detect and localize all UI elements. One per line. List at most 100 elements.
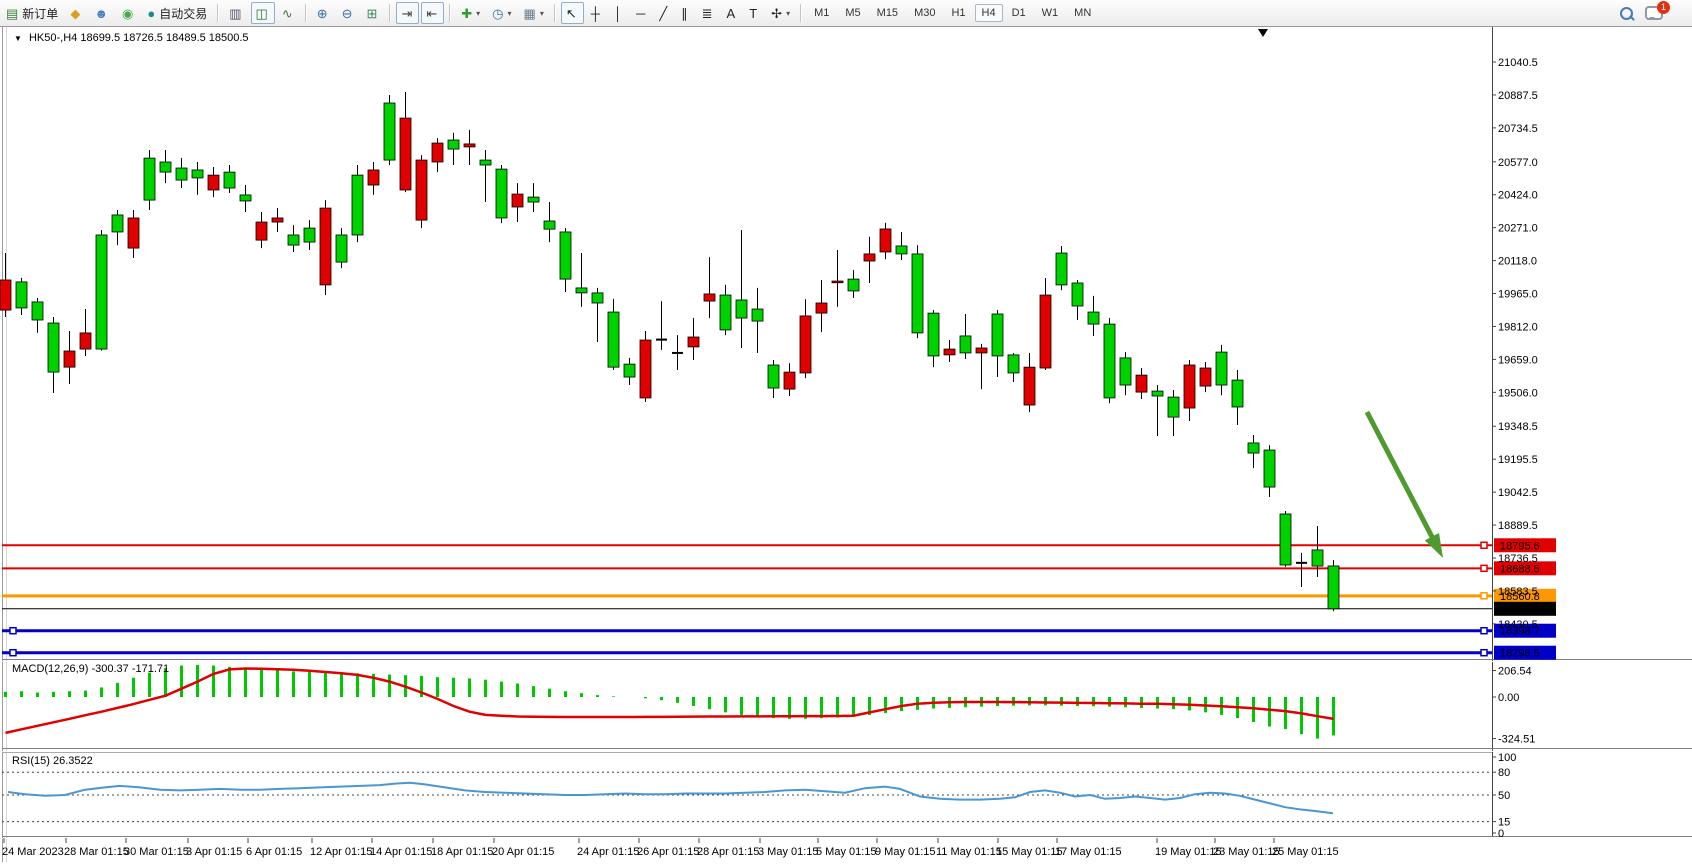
timeframe-m30[interactable]: M30 xyxy=(914,7,936,19)
level-handle xyxy=(1480,626,1488,635)
candle-body xyxy=(623,363,636,378)
date-tick-label: 24 Apr 01:15 xyxy=(577,846,639,858)
vertical-line-icon: │ xyxy=(613,5,623,21)
candle-body xyxy=(223,171,236,189)
timeframe-m5[interactable]: M5 xyxy=(845,7,861,19)
chart-shift-button[interactable]: ⇤ xyxy=(421,2,445,24)
tile-windows-button[interactable]: ⊞ xyxy=(362,2,385,24)
candle-body xyxy=(943,348,956,356)
macd-tick-label: -324.51 xyxy=(1498,734,1535,746)
zoom-out-icon: ⊖ xyxy=(341,5,353,21)
candle-body xyxy=(1215,351,1228,386)
auto-scroll-button[interactable]: ⇥ xyxy=(396,2,420,24)
candle-body xyxy=(1263,449,1276,488)
candle-body xyxy=(639,339,652,399)
candle-body xyxy=(767,364,780,389)
equidistant-channel-button[interactable]: ∥ xyxy=(676,2,695,24)
price-tick-label: 19042.5 xyxy=(1498,487,1538,499)
crosshair-button[interactable]: ┼ xyxy=(586,2,607,24)
candle-body xyxy=(1119,357,1132,386)
trendline-icon: ╱ xyxy=(659,5,668,21)
fibonacci-button[interactable]: ≣ xyxy=(697,2,720,24)
label-button[interactable]: T xyxy=(744,2,764,24)
indicators-icon: ✚ xyxy=(461,5,473,21)
timeframe-h1[interactable]: H1 xyxy=(951,7,966,19)
search-button[interactable] xyxy=(1615,2,1638,24)
trendline-button[interactable]: ╱ xyxy=(654,2,674,24)
candle-body xyxy=(975,347,988,354)
periods-button[interactable]: ◷ ▾ xyxy=(487,2,516,24)
horizontal-line-button[interactable]: ─ xyxy=(631,2,652,24)
date-tick-label: 15 May 01:15 xyxy=(996,846,1063,858)
candle-body xyxy=(895,245,908,255)
price-tick-label: 20577.0 xyxy=(1498,157,1538,169)
price-axis[interactable]: 21040.5 20887.5 20734.5 20577.0 20424.0 20271… xyxy=(1492,57,1538,631)
search-icon xyxy=(1620,6,1633,20)
candle-body xyxy=(527,196,540,203)
candle-body xyxy=(1055,252,1068,286)
text-button[interactable]: A xyxy=(722,2,743,24)
indicators-button[interactable]: ✚ ▾ xyxy=(456,2,485,24)
level-handle xyxy=(1480,564,1488,573)
timeframe-m15[interactable]: M15 xyxy=(876,7,899,19)
equidistant-channel-icon: ∥ xyxy=(681,5,688,21)
date-tick-label: 3 Apr 01:15 xyxy=(186,846,242,858)
vertical-line-button[interactable]: │ xyxy=(609,2,629,24)
toolbar-separator xyxy=(304,4,307,22)
bar-chart-button[interactable]: ▥ xyxy=(224,2,248,24)
price-tick-label: 19348.5 xyxy=(1498,421,1538,433)
price-tick-label: 19506.0 xyxy=(1498,387,1538,399)
candle-body xyxy=(591,292,604,304)
timeframe-m1[interactable]: M1 xyxy=(814,7,830,19)
timeframe-d1[interactable]: D1 xyxy=(1011,7,1026,19)
templates-button[interactable]: ▦ ▾ xyxy=(519,2,549,24)
new-order-button[interactable]: ▤ 新订单 xyxy=(1,2,63,24)
timeframe-w1[interactable]: W1 xyxy=(1041,7,1059,19)
candle-body xyxy=(351,174,364,236)
line-chart-button[interactable]: ∿ xyxy=(277,2,300,24)
candle-body xyxy=(479,159,492,166)
toolbar-separator xyxy=(800,4,803,22)
zoom-out-button[interactable]: ⊖ xyxy=(337,2,360,24)
price-badge xyxy=(1494,588,1556,603)
macd-panel: 206.54 0.00 -324.51 xyxy=(4,664,1535,746)
price-tick-label: 18736.5 xyxy=(1498,553,1538,565)
mailbox-icon-button[interactable]: ☻ xyxy=(89,2,115,24)
candle-body xyxy=(159,161,172,173)
zoom-in-button[interactable]: ⊕ xyxy=(312,2,335,24)
candle-body xyxy=(191,169,204,179)
candle-body xyxy=(1135,374,1148,393)
arrows-button[interactable]: ✢ ▾ xyxy=(766,2,795,24)
new-order-icon: ▤ xyxy=(6,5,19,21)
cursor-button[interactable]: ↖ xyxy=(560,2,584,24)
price-tick-label: 19659.0 xyxy=(1498,354,1538,366)
chart-frame xyxy=(0,26,1692,862)
templates-icon: ▦ xyxy=(523,5,536,21)
candle-body xyxy=(15,281,28,309)
alert-icon-button[interactable]: ◆ xyxy=(65,2,87,24)
timeframe-h4[interactable]: H4 xyxy=(974,4,1003,22)
price-badge xyxy=(1494,645,1556,660)
date-tick-label: 30 Mar 01:15 xyxy=(124,846,189,858)
date-tick-label: 18 Apr 01:15 xyxy=(431,846,493,858)
rsi-tick-label: 80 xyxy=(1498,767,1510,779)
label-icon: T xyxy=(749,5,758,21)
timeframe-toolbar: M1 M5 M15 M30 H1 H4 D1 W1 MN xyxy=(806,0,1099,26)
candlestick-chart-button[interactable]: ◫ xyxy=(250,2,275,24)
candle-body xyxy=(127,217,140,249)
candle-body xyxy=(111,214,124,233)
autotrading-button[interactable]: ● 自动交易 xyxy=(142,2,212,24)
timeframe-mn[interactable]: MN xyxy=(1074,7,1092,19)
candle-body xyxy=(687,336,700,348)
chat-button[interactable]: 1 xyxy=(1640,0,1681,24)
candlesticks xyxy=(0,92,1340,612)
candle-body xyxy=(959,335,972,354)
candle-body xyxy=(63,350,76,368)
candle-body xyxy=(911,253,924,334)
candle-body xyxy=(271,217,284,223)
signals-icon-button[interactable]: ◉ xyxy=(117,2,140,24)
price-badge xyxy=(1494,601,1556,616)
candle-body xyxy=(383,102,396,161)
